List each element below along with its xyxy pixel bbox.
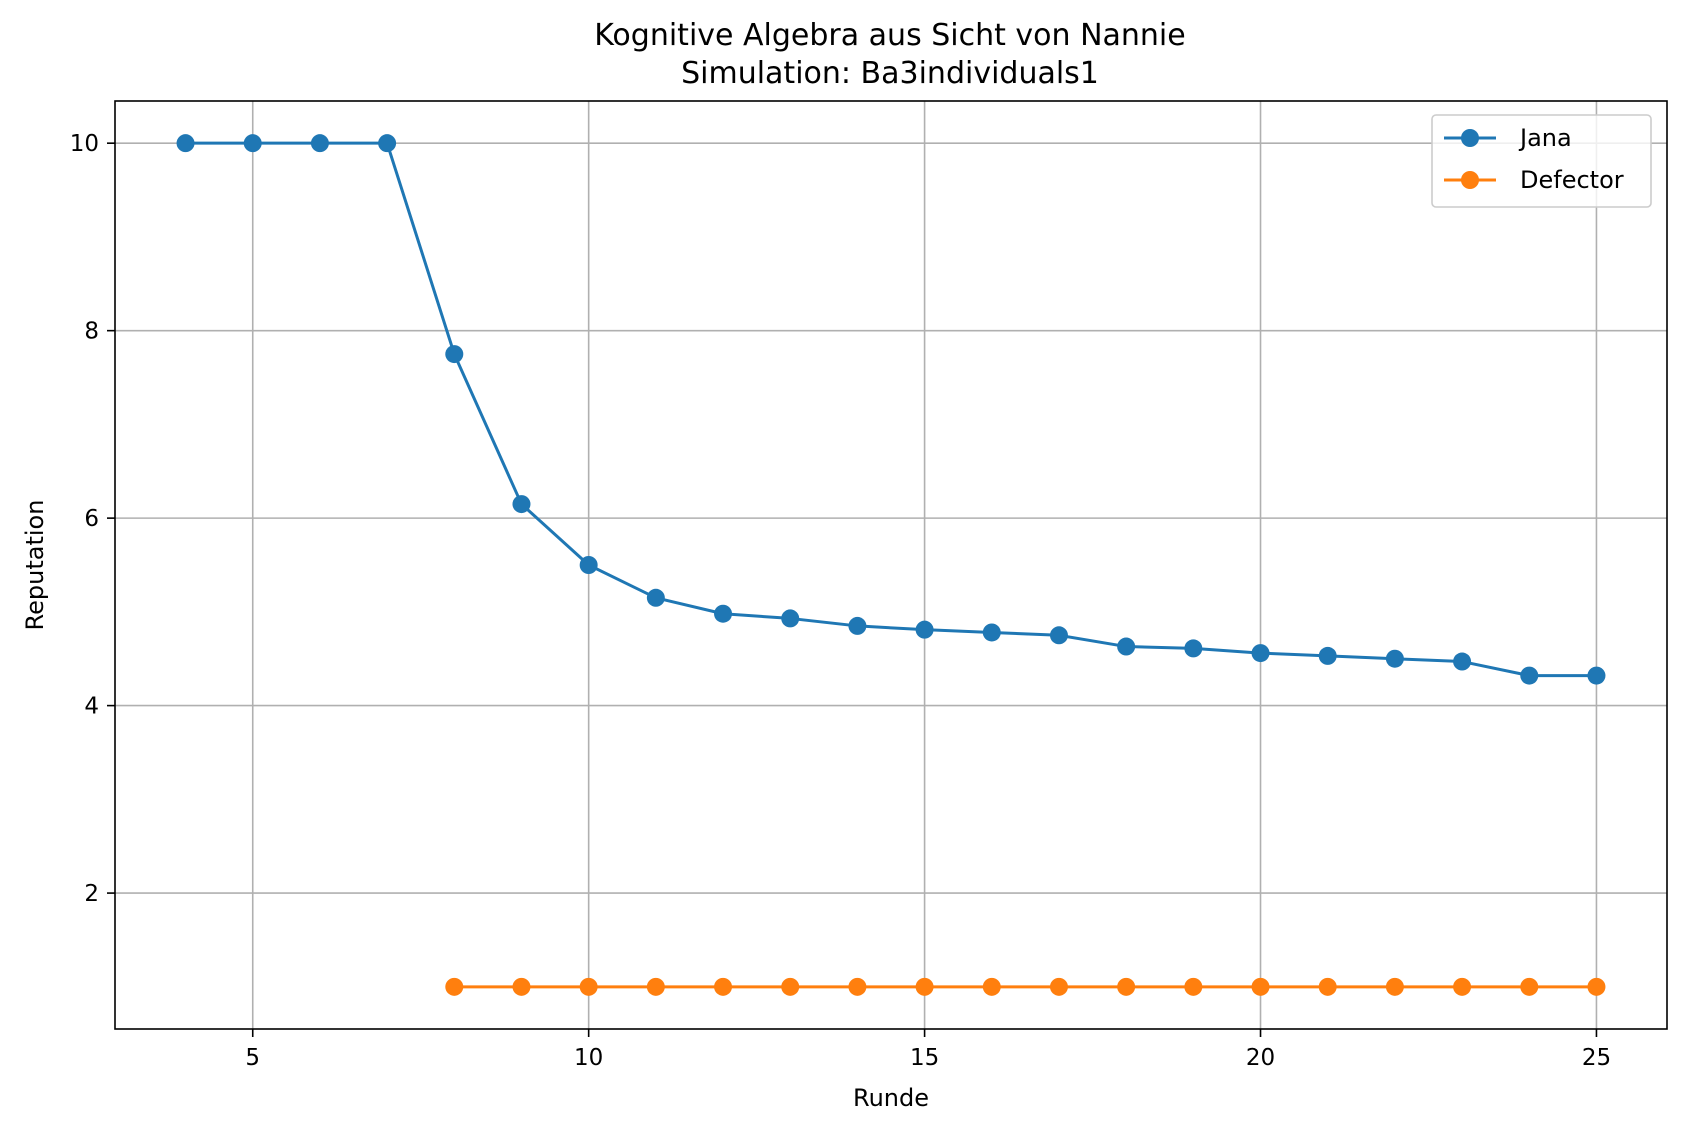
data-point-jana (915, 620, 934, 639)
x-tick-label: 15 (910, 1045, 939, 1071)
data-point-jana (1318, 646, 1337, 665)
data-point-defector (781, 977, 800, 996)
data-point-jana (243, 134, 262, 153)
plot-frame (114, 100, 1668, 1030)
chart-subtitle: Simulation: Ba3individuals1 (681, 56, 1099, 91)
x-axis-label: Runde (853, 1084, 929, 1112)
data-point-defector (1520, 977, 1539, 996)
x-tick-label: 5 (245, 1045, 260, 1071)
data-point-jana (1385, 649, 1404, 668)
data-point-jana (1117, 637, 1136, 656)
data-point-defector (982, 977, 1001, 996)
data-point-defector (512, 977, 531, 996)
legend-marker-defector (1461, 171, 1479, 189)
data-point-jana (445, 345, 464, 364)
legend: Jana Defector (1431, 114, 1652, 208)
data-point-jana (1520, 666, 1539, 685)
data-point-defector (1251, 977, 1270, 996)
legend-label-defector: Defector (1520, 166, 1624, 194)
data-point-defector (1318, 977, 1337, 996)
data-point-jana (848, 616, 867, 635)
data-point-defector (1385, 977, 1404, 996)
data-point-jana (579, 556, 598, 574)
data-point-jana (1453, 652, 1472, 671)
data-point-jana (512, 495, 531, 514)
data-point-jana (1184, 639, 1203, 658)
x-tick-label: 25 (1582, 1045, 1611, 1071)
data-point-defector (646, 977, 665, 996)
data-point-jana (310, 134, 329, 153)
data-point-jana (714, 604, 733, 623)
legend-label-jana: Jana (1518, 124, 1572, 152)
data-point-defector (1587, 977, 1606, 996)
data-point-defector (915, 977, 934, 996)
data-point-jana (1049, 626, 1068, 645)
data-point-jana (1251, 644, 1270, 663)
data-point-jana (646, 588, 665, 607)
data-point-defector (579, 977, 598, 996)
y-axis-label: Reputation (21, 500, 49, 631)
y-tick-label: 2 (84, 881, 99, 907)
data-point-defector (714, 977, 733, 996)
data-point-jana (378, 134, 397, 153)
data-point-jana (1587, 666, 1606, 685)
y-tick-label: 6 (84, 506, 99, 532)
data-point-defector (1117, 977, 1136, 996)
chart-title: Kognitive Algebra aus Sicht von Nannie (594, 18, 1185, 53)
data-point-defector (445, 977, 464, 996)
y-tick-label: 4 (84, 694, 99, 720)
data-point-defector (1049, 977, 1068, 996)
data-point-defector (848, 977, 867, 996)
x-tick-label: 10 (574, 1045, 603, 1071)
data-point-jana (176, 134, 195, 153)
axis-ticks: 5 10 15 20 25 2 4 6 8 10 (70, 131, 1611, 1071)
data-point-defector (1453, 977, 1472, 996)
y-tick-label: 10 (70, 131, 99, 157)
data-point-jana (982, 623, 1001, 642)
y-tick-label: 8 (84, 319, 99, 345)
data-point-jana (781, 609, 800, 628)
series-line-jana (185, 141, 1597, 678)
x-tick-label: 20 (1246, 1045, 1275, 1071)
legend-marker-jana (1461, 129, 1479, 147)
grid (115, 101, 1667, 1029)
plot-series (176, 134, 1606, 996)
data-point-defector (1184, 977, 1203, 996)
